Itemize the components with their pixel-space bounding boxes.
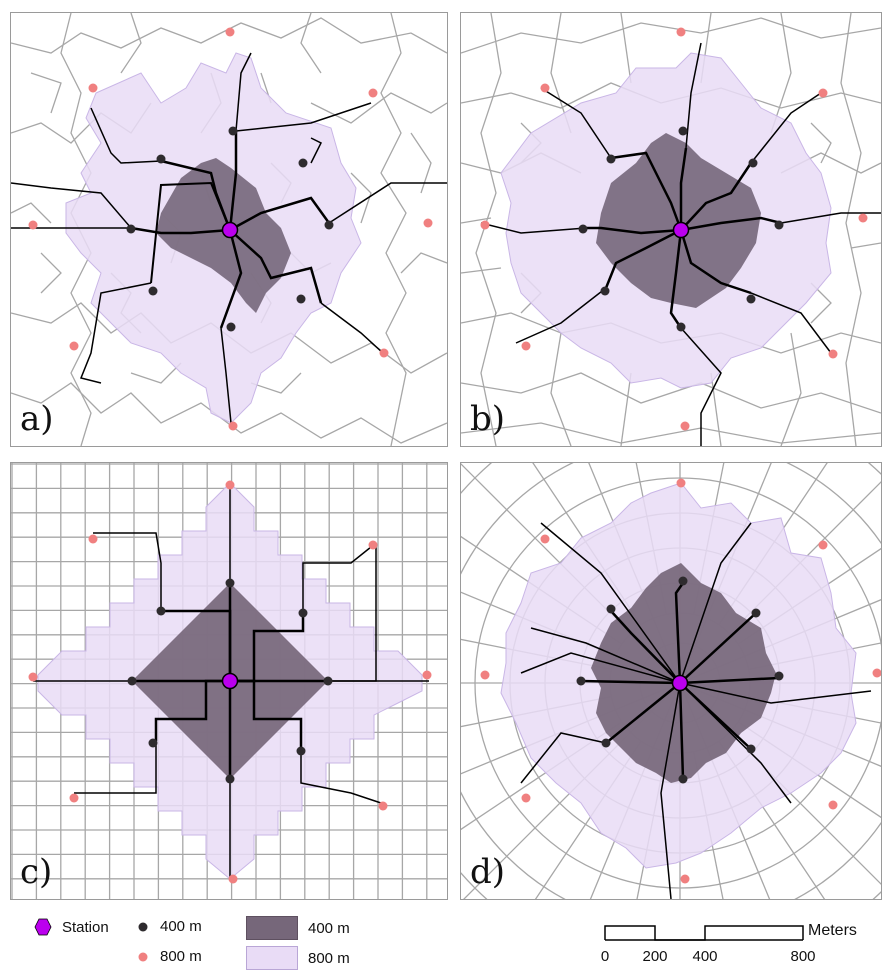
- map-b-svg: [461, 13, 881, 446]
- points-800m-c: [28, 480, 432, 884]
- points-400m-c: [127, 578, 333, 784]
- scale-tick-0: 0: [600, 948, 610, 965]
- legend-point-800-label: 800 m: [160, 948, 202, 965]
- points-800m-d: [480, 478, 881, 884]
- station-marker-d: [671, 674, 689, 692]
- hexagon-icon: [34, 918, 52, 936]
- scale-unit-label: Meters: [808, 922, 857, 939]
- scale-tick-200: 200: [642, 948, 668, 965]
- area-400m-a: [156, 158, 291, 313]
- dark-dot-icon: [138, 922, 148, 931]
- panel-label-b: b): [470, 399, 506, 439]
- station-marker-c: [221, 672, 239, 690]
- map-panel-c: c): [10, 462, 448, 900]
- legend-area-800-label: 800 m: [308, 949, 350, 967]
- scale-bar-graphic: [604, 925, 804, 941]
- points-800m-a: [28, 27, 433, 431]
- legend-point-400: 400 m: [136, 918, 202, 935]
- legend-area-400: 400 m: [246, 916, 350, 940]
- points-400m-a: [126, 126, 334, 332]
- pink-dot-icon: [138, 952, 148, 961]
- legend-station-label: Station: [62, 918, 109, 936]
- panel-label-c: c): [20, 852, 53, 892]
- map-panel-a: a): [10, 12, 448, 447]
- station-marker-a: [221, 221, 239, 239]
- legend-area-400-label: 400 m: [308, 919, 350, 937]
- scale-tick-400: 400: [692, 948, 718, 965]
- light-area-swatch: [246, 946, 298, 970]
- map-c-svg: [11, 463, 447, 899]
- panel-label-d: d): [470, 852, 506, 892]
- dark-area-swatch: [246, 916, 298, 940]
- points-400m-d: [576, 576, 784, 784]
- map-panel-d: d): [460, 462, 882, 900]
- walking-paths-d: [520, 522, 872, 899]
- map-panel-b: b): [460, 12, 882, 447]
- legend-point-800: 800 m: [136, 948, 202, 965]
- legend-point-400-label: 400 m: [160, 918, 202, 935]
- legend: Station 400 m 800 m 400 m 800 m: [0, 910, 889, 970]
- points-400m-b: [578, 126, 784, 332]
- walking-paths-b: [480, 42, 881, 446]
- map-a-svg: [11, 13, 447, 446]
- legend-area-800: 800 m: [246, 946, 350, 970]
- walking-paths-a: [11, 52, 447, 424]
- map-d-svg: [461, 463, 881, 899]
- legend-station: Station: [34, 918, 109, 936]
- panel-label-a: a): [20, 399, 54, 439]
- scale-bar: Meters 0 200 400 800: [580, 920, 880, 969]
- station-marker-b: [672, 221, 690, 239]
- scale-tick-800: 800: [790, 948, 816, 965]
- points-800m-b: [480, 27, 868, 431]
